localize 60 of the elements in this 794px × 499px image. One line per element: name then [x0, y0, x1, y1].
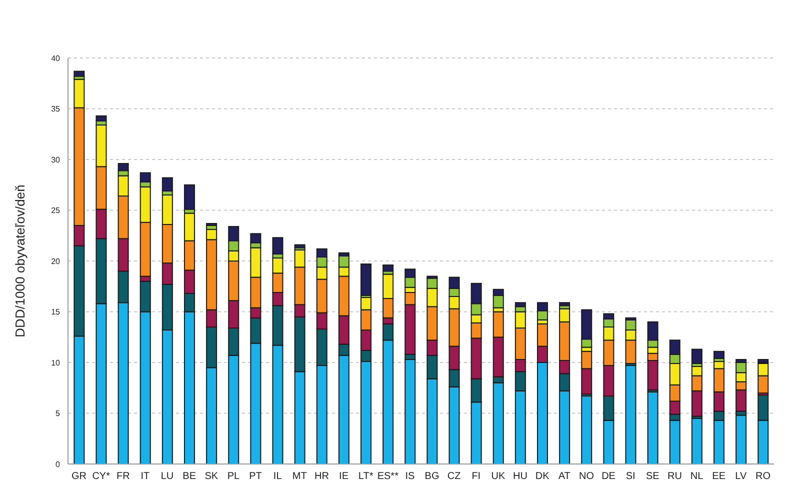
bar [581, 395, 592, 464]
x-tick-label: DE [602, 471, 616, 482]
bar [625, 365, 636, 464]
x-tick-label: RU [667, 471, 682, 482]
y-tick-label: 10 [51, 358, 61, 368]
y-tick-label: 5 [56, 409, 61, 418]
x-tick-label: NO [578, 471, 594, 482]
x-tick-label: GR [72, 471, 87, 482]
bar [559, 302, 570, 306]
y-tick-label: 40 [51, 54, 61, 63]
y-tick-label: 30 [51, 155, 61, 164]
x-tick-label: HU [513, 471, 528, 482]
bar [184, 184, 195, 210]
x-tick-label: SI [626, 471, 636, 482]
x-tick-label: ES** [377, 471, 399, 482]
bar [162, 177, 173, 192]
y-tick-label: 15 [51, 308, 61, 317]
x-tick-label: BG [424, 471, 440, 482]
x-tick-label: DK [535, 471, 550, 482]
x-tick-label: LT* [358, 471, 374, 482]
x-tick-label: IL [273, 471, 282, 482]
x-tick-label: SE [646, 471, 660, 482]
y-tick-label: 0 [56, 460, 61, 469]
bar [736, 414, 747, 464]
x-tick-label: FR [116, 471, 130, 482]
x-tick-label: PL [227, 471, 240, 482]
y-tick-label: 25 [51, 206, 61, 216]
x-tick-label: IE [339, 471, 349, 482]
y-axis-title: DDD/1000 obyvateľov/deň [12, 184, 28, 338]
x-tick-label: BE [182, 471, 196, 482]
y-tick-label: 35 [51, 104, 61, 114]
bar [691, 348, 702, 364]
x-tick-label: MT [292, 471, 307, 482]
bar [272, 237, 284, 254]
x-tick-label: AT [558, 471, 570, 482]
bar [382, 264, 394, 272]
bar [206, 222, 218, 226]
x-tick-label: RO [755, 471, 771, 482]
x-tick-label: NL [690, 471, 704, 482]
x-tick-label: FI [472, 471, 481, 482]
bar [360, 264, 372, 296]
bar [713, 350, 724, 359]
x-tick-label: LU [160, 471, 174, 482]
x-tick-label: CY* [92, 471, 110, 482]
x-tick-label: CZ [447, 471, 461, 482]
bar [691, 418, 702, 464]
x-tick-label: HR [314, 471, 329, 482]
x-tick-label: EE [712, 471, 726, 482]
x-tick-label: IT [140, 471, 150, 482]
x-tick-label: IS [405, 471, 416, 482]
bar [74, 70, 85, 77]
bar [647, 391, 658, 464]
bar [404, 358, 416, 464]
bar [96, 115, 107, 122]
x-tick-label: LV [735, 471, 747, 482]
x-tick-label: PT [249, 471, 262, 482]
x-tick-label: UK [491, 471, 506, 482]
x-tick-label: SK [204, 471, 218, 482]
bar [294, 244, 306, 248]
y-tick-label: 20 [51, 256, 61, 266]
